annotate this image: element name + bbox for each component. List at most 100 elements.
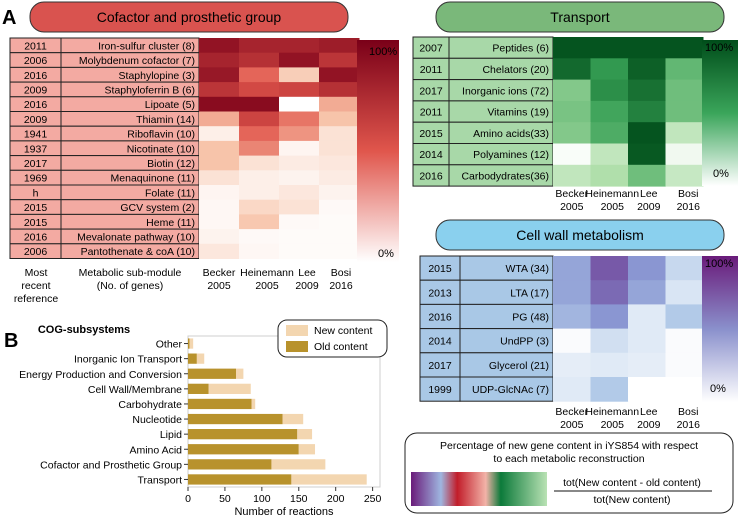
heatmap-cell [319, 82, 360, 98]
category-label: Carbohydrate [118, 399, 182, 411]
heatmap-cell [553, 79, 591, 102]
x-tick-label: 250 [364, 493, 382, 505]
heatmap-cell [319, 126, 360, 142]
module-label: Nicotinate (10) [127, 143, 195, 155]
module-label: Riboflavin (10) [127, 129, 195, 141]
bar-old-content [188, 413, 283, 425]
heatmap-cell [239, 126, 280, 142]
column-name: Bosi [678, 406, 698, 418]
heatmap-cell [319, 140, 360, 157]
year-label: 2007 [419, 43, 443, 55]
year-label: 2015 [24, 217, 48, 229]
heatmap-cell [628, 280, 666, 305]
module-label: Glycerol (21) [489, 360, 549, 372]
module-label: Peptides (6) [492, 43, 549, 55]
cofactor-title: Cofactor and prosthetic group [97, 9, 282, 25]
module-label: UDP-GlcNAc (7) [472, 384, 549, 396]
module-label: Lipoate (5) [145, 99, 195, 111]
heatmap-cell [239, 214, 280, 230]
heatmap-cell [665, 164, 704, 187]
heatmap-cell [279, 243, 320, 259]
heatmap-cell [665, 100, 704, 123]
x-tick-label: 50 [219, 493, 231, 505]
heatmap-cell [239, 38, 280, 54]
heatmap-cell [553, 304, 591, 330]
heatmap-cell [553, 143, 591, 166]
heatmap-cell [279, 199, 320, 215]
category-label: Other [156, 339, 183, 351]
year-label: 1969 [24, 173, 48, 185]
cofactor-module-column: Iron-sulfur cluster (8) Molybdenum cofact… [60, 37, 200, 260]
heatmap-cell [665, 328, 704, 354]
year-label: 2016 [24, 70, 48, 82]
module-label: Staphylopine (3) [119, 70, 195, 82]
year-label: 2013 [428, 287, 452, 299]
module-label: Staphyloferrin B (6) [105, 84, 195, 96]
legend-box-title-line2: to each metabolic reconstruction [493, 453, 644, 465]
column-year: 2005 [601, 419, 625, 431]
heatmap-cell [319, 52, 360, 68]
year-cell [419, 352, 461, 378]
heatmap-cell [279, 185, 320, 201]
module-label: LTA (17) [510, 287, 549, 299]
column-name: Lee [298, 267, 316, 279]
bar-old-content [188, 474, 292, 485]
heatmap-cell [665, 143, 704, 166]
bar-new-content [271, 459, 326, 470]
heatmap-cell [319, 38, 360, 54]
heatmap-cell [319, 243, 360, 259]
column-year: 2016 [677, 201, 701, 213]
category-label: Inorganic Ion Transport [74, 354, 182, 366]
heatmap-cell [590, 377, 629, 402]
heatmap-cell [199, 229, 240, 245]
heatmap-cell [665, 377, 704, 402]
module-label: Thiamin (14) [136, 114, 195, 126]
year-label: 2006 [24, 55, 48, 67]
year-label: 2009 [24, 84, 48, 96]
heatmap-cell [590, 328, 629, 354]
heatmap-cell [279, 155, 320, 171]
heatmap-cell [199, 214, 240, 230]
heatmap-cell [665, 280, 704, 305]
legend-swatch-new [286, 325, 308, 336]
heatmap-cell [279, 170, 320, 186]
cofactor-heatmap [199, 38, 360, 259]
year-label: 2017 [428, 360, 452, 372]
heatmap-cell [239, 229, 280, 245]
year-label: 2016 [24, 231, 48, 243]
heatmap-cell [553, 377, 591, 402]
heatmap-cell [199, 111, 240, 127]
column-name: Bosi [331, 267, 351, 279]
heatmap-cell [279, 96, 320, 112]
legend-swatch-old [286, 341, 308, 352]
category-label: Lipid [160, 429, 182, 441]
category-label: Transport [137, 474, 182, 486]
year-label: 2011 [420, 64, 443, 76]
panel-label-b: B [4, 330, 18, 352]
heatmap-cell [590, 280, 629, 305]
heatmap-cell [279, 126, 320, 142]
heatmap-cell [628, 164, 666, 187]
year-label: h [33, 187, 39, 199]
combined-color-scale [411, 472, 547, 506]
category-label: Energy Production and Conversion [19, 369, 182, 381]
bar-new-content [189, 338, 194, 349]
heatmap-cell [590, 164, 629, 187]
module-label: Carbodydrates(36) [461, 170, 549, 182]
cofactor-footer-year: Most recent reference [14, 267, 59, 305]
year-label: 2006 [24, 246, 48, 258]
cog-bar-chart: COG-subsystems Other Inorganic Ion Transpo… [19, 319, 388, 517]
bar-old-content [188, 444, 299, 455]
module-label: Mevalonate pathway (10) [77, 231, 195, 243]
bar-new-content [291, 474, 367, 485]
heatmap-cell [590, 79, 629, 102]
heatmap-cell [239, 96, 280, 112]
heatmap-cell [239, 243, 280, 259]
heatmap-cell [239, 185, 280, 201]
year-cell [419, 376, 461, 402]
cellwall-title: Cell wall metabolism [516, 227, 644, 243]
category-label: Cofactor and Prosthetic Group [40, 459, 182, 471]
heatmap-cell [628, 100, 666, 123]
